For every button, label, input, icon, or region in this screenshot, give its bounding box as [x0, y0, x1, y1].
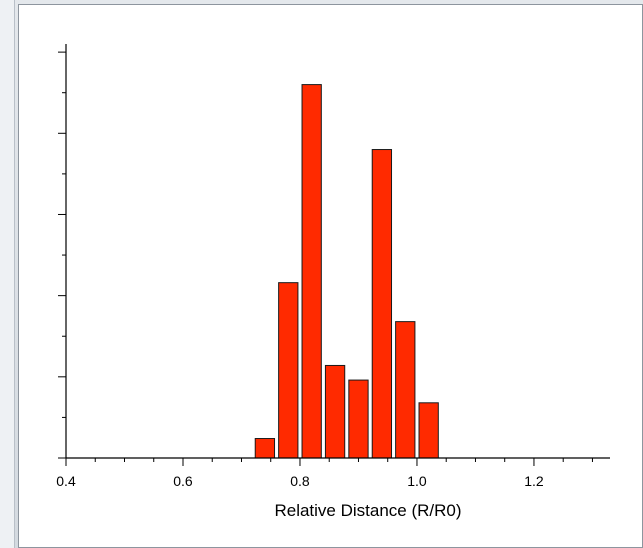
bar-4 [348, 379, 369, 459]
bars-group [254, 84, 439, 459]
x-tick-label: 0.8 [290, 473, 310, 489]
x-tick-label: 0.4 [56, 473, 76, 489]
x-tick-label: 1.2 [524, 473, 544, 489]
x-tick-label: 0.6 [173, 473, 193, 489]
bar-1 [278, 282, 299, 459]
x-tick-label: 1.0 [407, 473, 427, 489]
axes-group [65, 44, 610, 459]
bar-3 [324, 364, 346, 459]
x-axis-label: Relative Distance (R/R0) [274, 501, 461, 520]
left-edge-strip [0, 0, 15, 548]
bar-2 [301, 84, 322, 459]
bar-7 [418, 402, 439, 459]
bar-0 [254, 438, 276, 459]
y-ticks-group [58, 51, 66, 459]
bar-6 [395, 321, 416, 459]
x-ticks-group: 0.4 0.6 0.8 1.0 1.2 [56, 458, 593, 489]
bar-5 [371, 149, 393, 459]
